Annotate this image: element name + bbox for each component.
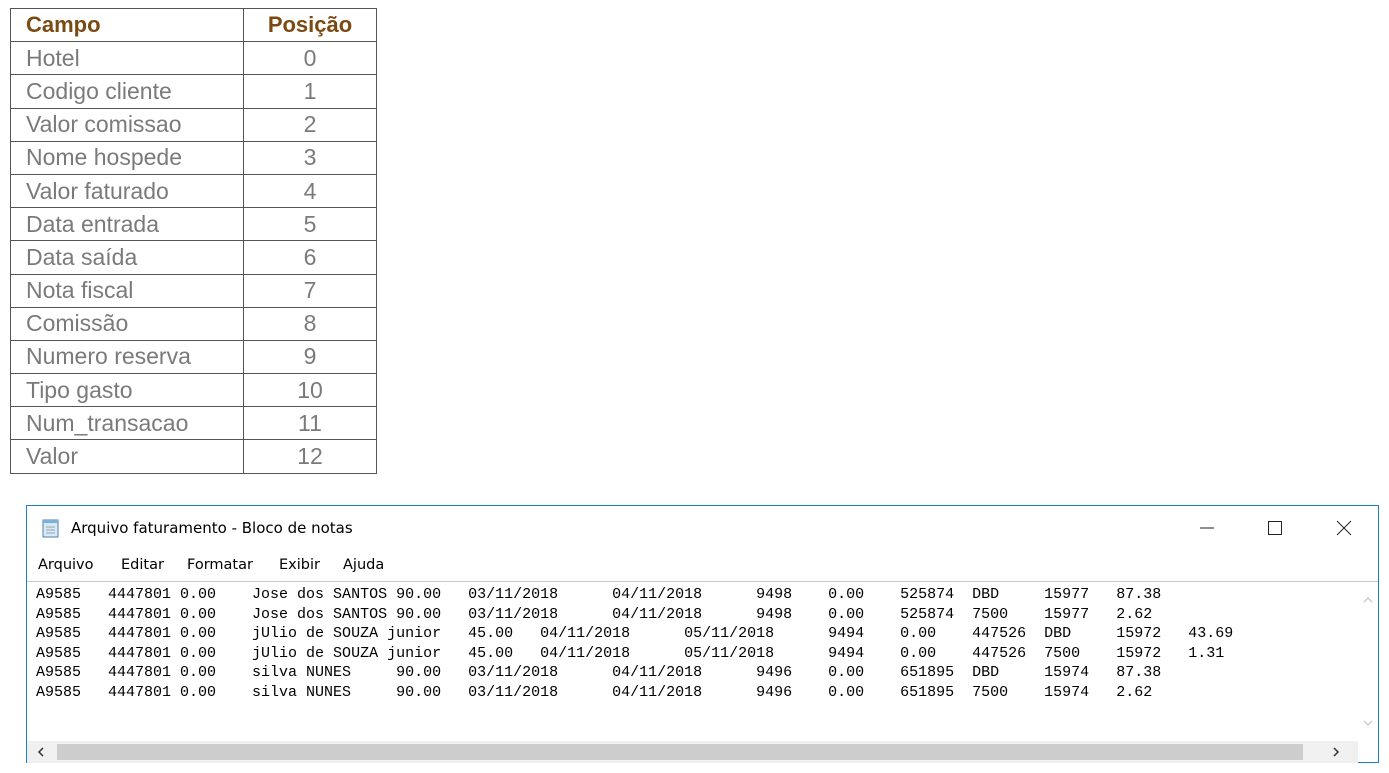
text-line: A9585 4447801 0.00 Jose dos SANTOS 90.00… (36, 605, 1153, 623)
text-area[interactable]: A9585 4447801 0.00 Jose dos SANTOS 90.00… (27, 581, 1378, 763)
position-cell: 0 (243, 41, 377, 76)
field-cell: Nome hospede (10, 140, 244, 175)
position-cell: 12 (243, 439, 377, 474)
header-cell: Campo (10, 7, 244, 43)
scroll-thumb[interactable] (57, 744, 1303, 760)
header-cell: Posição (243, 7, 377, 43)
field-cell: Valor comissao (10, 107, 244, 142)
position-cell: 8 (243, 306, 377, 341)
table-row: Comissão 8 (10, 306, 377, 341)
header-row: Campo Posição (10, 7, 377, 43)
position-cell: 11 (243, 406, 377, 441)
menu-item[interactable]: Arquivo (38, 557, 94, 573)
field-cell: Nota fiscal (10, 273, 244, 308)
table-row: Numero reserva 9 (10, 339, 377, 375)
field-cell: Comissão (10, 306, 244, 341)
field-table: Campo Posição Hotel 0 Codigo cliente 1 Valor… (10, 7, 377, 474)
table-row: Nota fiscal 7 (10, 273, 377, 308)
text-line: A9585 4447801 0.00 silva NUNES 90.00 03/… (36, 683, 1153, 701)
notepad-window: Arquivo faturamento - Bloco de notas Arq… (26, 505, 1379, 763)
title-bar: Arquivo faturamento - Bloco de notas (27, 506, 1378, 550)
table-row: Data saída 6 (10, 240, 377, 275)
maximize-button[interactable] (1267, 520, 1283, 536)
text-content: A9585 4447801 0.00 Jose dos SANTOS 90.00… (36, 585, 1233, 703)
field-cell: Valor faturado (10, 173, 244, 209)
notepad-icon (42, 519, 59, 538)
position-cell: 6 (243, 240, 377, 275)
position-cell: 4 (243, 173, 377, 209)
table-body: Hotel 0 Codigo cliente 1 Valor comissao 2 Nome… (10, 41, 377, 474)
field-cell: Num_transacao (10, 406, 244, 441)
position-cell: 10 (243, 373, 377, 408)
field-cell: Valor (10, 439, 244, 474)
menu-item[interactable]: Editar (121, 557, 164, 573)
close-button[interactable] (1336, 520, 1352, 536)
field-cell: Data saída (10, 240, 244, 275)
position-cell: 7 (243, 273, 377, 308)
position-cell: 1 (243, 74, 377, 109)
position-cell: 2 (243, 107, 377, 142)
field-cell: Hotel (10, 41, 244, 76)
minimize-button[interactable] (1199, 520, 1215, 536)
menu-item[interactable]: Formatar (187, 557, 253, 573)
field-cell: Codigo cliente (10, 74, 244, 109)
text-line: A9585 4447801 0.00 Jose dos SANTOS 90.00… (36, 586, 1162, 603)
scroll-left[interactable] (35, 746, 47, 758)
table-row: Valor faturado 4 (10, 173, 377, 209)
table-row: Valor comissao 2 (10, 107, 377, 142)
table-row: Hotel 0 (10, 41, 377, 76)
text-line: A9585 4447801 0.00 jUlio de SOUZA junior… (36, 644, 1225, 662)
table-row: Num_transacao 11 (10, 406, 377, 441)
position-cell: 5 (243, 207, 377, 242)
vertical-scrollbar[interactable] (1358, 582, 1378, 739)
table-row: Valor 12 (10, 439, 377, 474)
menu-item[interactable]: Exibir (279, 557, 320, 573)
field-cell: Data entrada (10, 207, 244, 242)
position-cell: 3 (243, 140, 377, 175)
position-cell: 9 (243, 339, 377, 375)
table-row: Tipo gasto 10 (10, 373, 377, 408)
window-title: Arquivo faturamento - Bloco de notas (71, 519, 353, 537)
field-cell: Tipo gasto (10, 373, 244, 408)
field-cell: Numero reserva (10, 339, 244, 375)
text-line: A9585 4447801 0.00 silva NUNES 90.00 03/… (36, 664, 1162, 682)
horizontal-scrollbar[interactable] (27, 741, 1358, 763)
table-row: Nome hospede 3 (10, 140, 377, 175)
table-row: Codigo cliente 1 (10, 74, 377, 109)
scroll-right[interactable] (1330, 746, 1342, 758)
scroll-arrows (1363, 597, 1373, 726)
table-row: Data entrada 5 (10, 207, 377, 242)
menu-item[interactable]: Ajuda (343, 557, 385, 573)
text-line: A9585 4447801 0.00 jUlio de SOUZA junior… (36, 625, 1234, 643)
